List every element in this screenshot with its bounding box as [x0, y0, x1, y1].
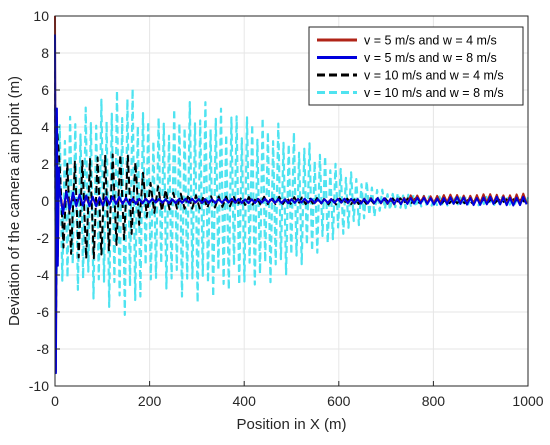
y-tick-label: 10 — [33, 8, 49, 24]
y-tick-label: 2 — [41, 156, 49, 172]
y-tick-label: 6 — [41, 82, 49, 98]
y-tick-label: 4 — [41, 119, 49, 135]
series-3 — [54, 71, 526, 350]
x-axis-title: Position in X (m) — [236, 416, 346, 433]
series-layer — [53, 15, 530, 375]
legend-label-3: v = 10 m/s and w = 4 m/s — [364, 69, 504, 83]
series-2 — [54, 34, 528, 375]
y-tick-label: -6 — [37, 304, 50, 320]
legend-label-2: v = 5 m/s and w = 8 m/s — [364, 51, 497, 65]
x-tick-label: 0 — [51, 393, 59, 409]
y-tick-label: -10 — [29, 378, 49, 394]
axis-ticks: 0 200 400 600 800 1000 -10 -8 -6 -4 -2 0 2 4 6 8 10 — [29, 8, 544, 409]
x-tick-label: 800 — [422, 393, 446, 409]
y-axis-title: Deviation of the camera aim point (m) — [6, 76, 23, 326]
y-tick-label: 8 — [41, 45, 49, 61]
legend: v = 5 m/s and w = 4 m/s v = 5 m/s and w =… — [308, 26, 524, 106]
series-line-2 — [54, 34, 528, 375]
series-line-3 — [54, 71, 526, 350]
x-tick-label: 400 — [233, 393, 257, 409]
y-tick-label: -2 — [37, 230, 50, 246]
x-tick-label: 200 — [138, 393, 162, 409]
y-tick-label: -8 — [37, 341, 50, 357]
legend-label-4: v = 10 m/s and w = 8 m/s — [364, 86, 504, 100]
x-tick-label: 1000 — [512, 393, 543, 409]
x-tick-label: 600 — [327, 393, 351, 409]
y-tick-label: -4 — [37, 267, 50, 283]
y-tick-label: 0 — [41, 193, 49, 209]
legend-label-1: v = 5 m/s and w = 4 m/s — [364, 34, 497, 48]
